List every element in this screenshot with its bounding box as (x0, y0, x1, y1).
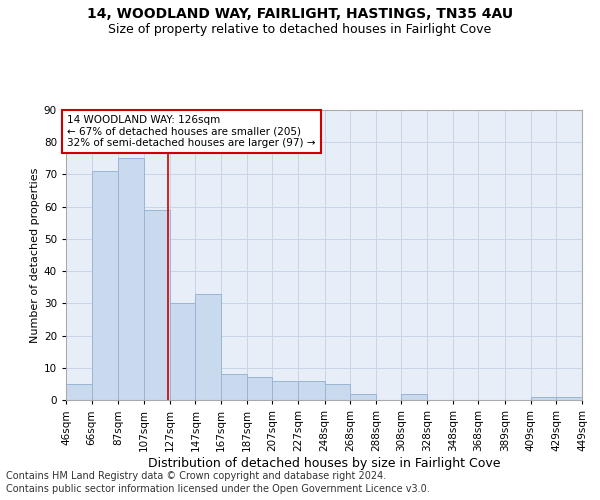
Text: 14, WOODLAND WAY, FAIRLIGHT, HASTINGS, TN35 4AU: 14, WOODLAND WAY, FAIRLIGHT, HASTINGS, T… (87, 8, 513, 22)
X-axis label: Distribution of detached houses by size in Fairlight Cove: Distribution of detached houses by size … (148, 456, 500, 469)
Text: Size of property relative to detached houses in Fairlight Cove: Size of property relative to detached ho… (109, 22, 491, 36)
Bar (196, 294, 221, 400)
Bar (118, 158, 144, 400)
Bar (531, 397, 556, 400)
Y-axis label: Number of detached properties: Number of detached properties (29, 168, 40, 342)
Bar (247, 378, 272, 400)
Bar (325, 384, 350, 400)
Bar (350, 394, 376, 400)
Bar (221, 374, 247, 400)
Text: Contains public sector information licensed under the Open Government Licence v3: Contains public sector information licen… (6, 484, 430, 494)
Bar (401, 394, 427, 400)
Text: 14 WOODLAND WAY: 126sqm
← 67% of detached houses are smaller (205)
32% of semi-d: 14 WOODLAND WAY: 126sqm ← 67% of detache… (67, 115, 316, 148)
Bar (170, 304, 196, 400)
Bar (92, 171, 118, 400)
Bar (582, 397, 600, 400)
Bar (556, 397, 582, 400)
Text: Contains HM Land Registry data © Crown copyright and database right 2024.: Contains HM Land Registry data © Crown c… (6, 471, 386, 481)
Bar (144, 210, 170, 400)
Bar (272, 380, 298, 400)
Bar (298, 380, 325, 400)
Bar (66, 384, 92, 400)
